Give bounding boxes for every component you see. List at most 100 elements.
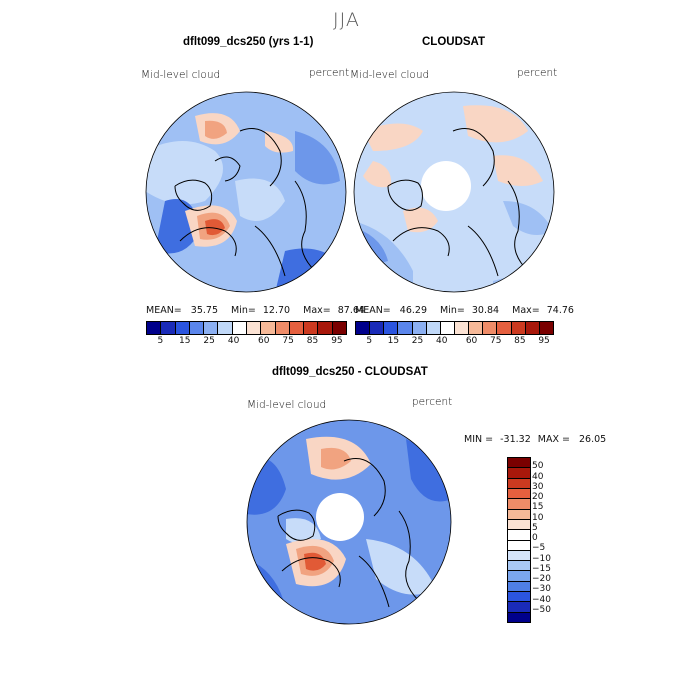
diff-colorbar-tick-label: 50 bbox=[532, 461, 544, 472]
right-colorbar-tick-label: 95 bbox=[538, 336, 550, 346]
left-max-label: Max= bbox=[303, 305, 331, 316]
diff-colorbar-tick-label: −15 bbox=[532, 563, 551, 574]
left-panel-title: dflt099_dcs250 (yrs 1-1) bbox=[183, 36, 314, 48]
left-colorbar-swatch bbox=[261, 322, 276, 334]
right-colorbar-tick-label: 25 bbox=[411, 336, 424, 346]
diff-colorbar-swatch bbox=[508, 602, 530, 613]
diff-max-value: 26.05 bbox=[579, 434, 607, 445]
left-min-value: 12.70 bbox=[262, 305, 291, 316]
diff-colorbar-tick-label: −40 bbox=[532, 594, 551, 605]
left-colorbar-tick-label: 60 bbox=[257, 336, 270, 346]
right-coast-siberia bbox=[507, 180, 529, 272]
right-region-warm-light-4 bbox=[403, 207, 438, 233]
left-region-blue-mid bbox=[295, 131, 340, 185]
right-max-value: 74.76 bbox=[546, 305, 574, 316]
right-max-label: Max= bbox=[512, 305, 540, 316]
left-region-warm-deep bbox=[205, 219, 225, 236]
left-colorbar-swatch bbox=[204, 322, 219, 334]
diff-region-warm-deep bbox=[304, 552, 326, 571]
left-colorbar-tick-label: 95 bbox=[331, 336, 343, 346]
right-coast-greenland bbox=[387, 179, 423, 211]
right-colorbar-swatch bbox=[483, 322, 498, 334]
right-colorbar-swatch bbox=[356, 322, 371, 334]
left-colorbar-labels: 5 15 25 40 60 75 85 95 bbox=[146, 336, 346, 348]
left-colorbar-tick-label: 85 bbox=[306, 336, 319, 346]
right-region-warm-light-2 bbox=[463, 105, 528, 143]
right-colorbar-tick-label: 15 bbox=[387, 336, 400, 346]
diff-colorbar-swatch bbox=[508, 458, 530, 469]
diff-colorbar-tick-label: 30 bbox=[532, 481, 544, 492]
left-colorbar-swatch bbox=[304, 322, 319, 334]
right-colorbar bbox=[355, 321, 554, 335]
diff-colorbar-swatch bbox=[508, 561, 530, 572]
right-mean-value: 46.29 bbox=[399, 305, 427, 316]
right-colorbar-tick-label: 5 bbox=[366, 336, 373, 346]
left-colorbar-swatch bbox=[175, 322, 190, 334]
right-variable-label: Mid-level cloud bbox=[350, 69, 430, 81]
left-variable-label: Mid-level cloud bbox=[141, 69, 221, 81]
left-region-blue-light bbox=[146, 141, 223, 205]
left-stats: MEAN= 35.75 Min= 12.70 Max= 87.64 bbox=[146, 305, 365, 316]
left-colorbar-tick-label: 15 bbox=[179, 336, 191, 346]
left-coast-alaska bbox=[239, 128, 282, 187]
diff-polar-map bbox=[246, 419, 452, 625]
season-title: JJA bbox=[333, 9, 360, 31]
right-region-ocean-2 bbox=[493, 276, 554, 292]
left-polar-map bbox=[145, 91, 347, 293]
left-mean-label: MEAN= bbox=[146, 305, 182, 316]
left-min-label: Min= bbox=[231, 305, 256, 316]
right-units-label: percent bbox=[517, 67, 558, 79]
left-coast-asia bbox=[254, 225, 286, 277]
right-polar-map bbox=[353, 91, 555, 293]
left-colorbar-swatch bbox=[161, 322, 176, 334]
diff-region-blue-light bbox=[366, 539, 436, 595]
diff-colorbar-tick-label: −50 bbox=[532, 604, 551, 615]
right-coast-alaska bbox=[452, 128, 495, 187]
left-colorbar-swatch bbox=[147, 322, 162, 334]
right-min-label: Min= bbox=[440, 305, 465, 316]
diff-max-label: MAX = bbox=[537, 434, 570, 445]
diff-colorbar-swatch bbox=[508, 592, 530, 603]
diff-colorbar-swatch bbox=[508, 488, 530, 500]
diff-coast-siberia bbox=[398, 510, 420, 602]
right-mean-label: MEAN= bbox=[355, 305, 391, 316]
left-colorbar-tick-label: 25 bbox=[203, 336, 215, 346]
left-map-border bbox=[145, 91, 347, 293]
diff-colorbar-tick-label: −5 bbox=[532, 543, 546, 554]
diff-colorbar-tick-label: 5 bbox=[532, 522, 538, 533]
right-panel-title: CLOUDSAT bbox=[422, 36, 486, 48]
diff-colorbar-swatch bbox=[508, 478, 530, 489]
left-colorbar-tick-label: 5 bbox=[157, 336, 164, 346]
right-colorbar-swatch bbox=[384, 322, 399, 334]
left-colorbar-swatch bbox=[332, 322, 346, 334]
left-coast-europe bbox=[179, 227, 237, 257]
right-colorbar-swatch bbox=[370, 322, 385, 334]
diff-colorbar-tick-label: 40 bbox=[532, 471, 544, 482]
diff-colorbar-swatch bbox=[508, 581, 530, 593]
diff-colorbar-swatch bbox=[508, 540, 530, 551]
left-region-warm-mid bbox=[205, 120, 227, 139]
left-region-blue-light-2 bbox=[235, 178, 285, 221]
left-colorbar-swatch bbox=[318, 322, 333, 334]
left-max-value: 87.64 bbox=[337, 305, 365, 316]
right-colorbar-swatch bbox=[440, 322, 455, 334]
right-coast-asia bbox=[467, 225, 499, 277]
diff-colorbar-swatch bbox=[508, 519, 530, 531]
diff-colorbar-swatch bbox=[508, 612, 530, 622]
right-colorbar-tick-label: 85 bbox=[514, 336, 526, 346]
left-colorbar-tick-label: 75 bbox=[282, 336, 294, 346]
right-region-warm-light-3 bbox=[493, 155, 543, 186]
diff-min-value: -31.32 bbox=[500, 434, 531, 445]
diff-colorbar-swatch bbox=[508, 509, 530, 520]
left-colorbar-swatch bbox=[289, 322, 305, 334]
diff-colorbar-swatch bbox=[508, 499, 530, 510]
right-colorbar-swatch bbox=[398, 322, 413, 334]
right-region-ocean-3 bbox=[503, 201, 553, 235]
diff-pole-hole bbox=[316, 493, 364, 541]
diff-colorbar-tick-label: 0 bbox=[532, 533, 538, 543]
diff-colorbar-tick-label: 10 bbox=[532, 512, 544, 523]
diff-colorbar-tick-label: −30 bbox=[532, 584, 551, 595]
right-colorbar-tick-label: 40 bbox=[435, 336, 448, 346]
diff-units-label: percent bbox=[412, 396, 453, 408]
